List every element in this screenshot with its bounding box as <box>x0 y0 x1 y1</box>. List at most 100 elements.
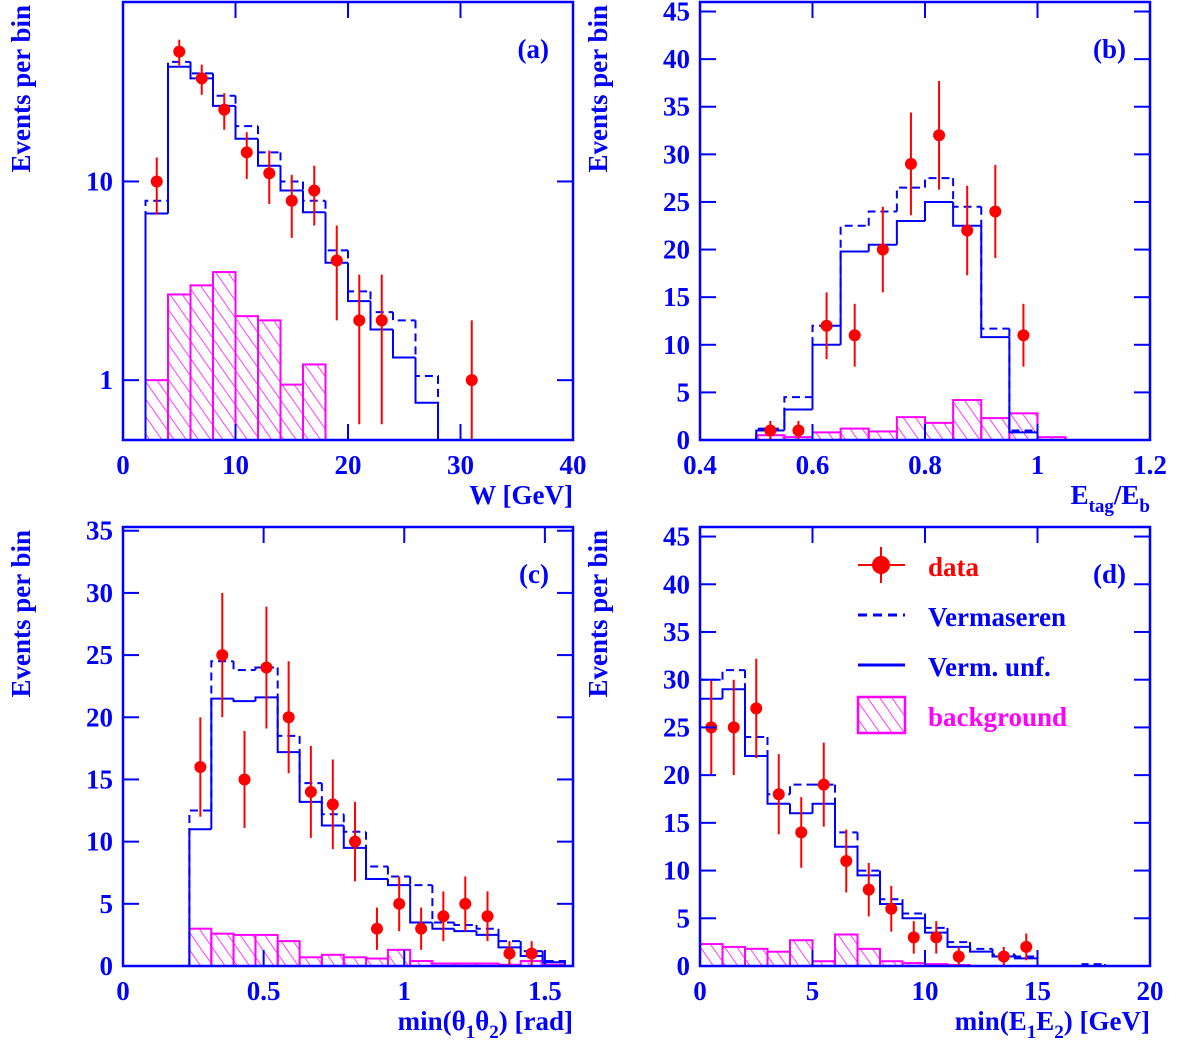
x-tick-label: 0.4 <box>683 450 717 480</box>
histogram-bin <box>369 301 393 331</box>
plot-area <box>700 658 1150 966</box>
background-bin <box>700 943 724 966</box>
histogram-bin <box>541 956 566 966</box>
x-tick-label: 5 <box>806 976 820 1006</box>
x-tick-label: 0.5 <box>247 976 281 1006</box>
histogram-bin <box>946 932 970 948</box>
histogram-bin <box>409 876 433 887</box>
x-tick-label: 0 <box>116 450 130 480</box>
background-bin <box>257 319 282 440</box>
y-tick-label: 40 <box>663 44 690 74</box>
histogram-bin <box>789 803 813 815</box>
panel: 0 5 10 15 20 25 30 35 40 45 0 5 10 15 20 Events per bin… <box>583 522 1164 1043</box>
histogram-bin <box>409 885 433 924</box>
data-point <box>961 224 974 237</box>
background-bin <box>839 427 870 440</box>
background-bin <box>254 933 279 966</box>
histogram-bin <box>431 922 455 930</box>
legend-label: Vermaseren <box>928 602 1066 632</box>
data-point <box>260 661 273 674</box>
histogram-bin <box>188 809 212 966</box>
data-point <box>326 798 339 811</box>
data-point <box>817 778 830 791</box>
data-point <box>876 243 889 256</box>
panel-label: (b) <box>1093 34 1126 64</box>
histogram-bin <box>783 396 813 429</box>
histogram-bin <box>867 243 897 252</box>
data-point <box>150 175 163 188</box>
background-bin <box>867 430 898 440</box>
x-tick-label: 1 <box>1031 450 1045 480</box>
legend-marker <box>872 556 890 574</box>
background-bin <box>276 940 301 966</box>
x-axis-label-part: tag <box>1089 496 1115 517</box>
frame <box>121 525 575 968</box>
histogram-bin <box>497 934 521 949</box>
y-tick-label: 30 <box>86 578 113 608</box>
background-bin <box>721 945 746 966</box>
x-tick-label: 0.8 <box>908 450 942 480</box>
data-point <box>481 910 494 923</box>
histogram-bin <box>856 846 880 877</box>
histogram-bin <box>834 803 858 848</box>
background-bin <box>144 379 169 440</box>
panel: 0 5 10 15 20 25 30 35 0 0.5 1 1.5 Events per bin min(… <box>6 516 575 1043</box>
histogram-bin <box>811 324 841 398</box>
data-point <box>848 329 861 342</box>
x-axis-label-part: E <box>1071 480 1089 510</box>
background-bin <box>234 315 259 440</box>
histogram-bin <box>952 201 982 227</box>
data-point <box>862 883 875 896</box>
x-axis-label-part: 1 <box>466 1022 476 1043</box>
data-point <box>370 922 383 935</box>
histogram-bin <box>980 225 1010 339</box>
histogram-bin <box>342 825 366 849</box>
background-bin <box>279 383 304 440</box>
data-point <box>989 205 1002 218</box>
background-bin <box>189 284 214 440</box>
histogram-bin <box>901 903 925 920</box>
x-axis-label-part: θ <box>475 1006 489 1036</box>
x-tick-label: 1.5 <box>528 976 562 1006</box>
x-axis-label-part: min(E <box>955 1006 1027 1036</box>
histogram-bin <box>721 669 745 680</box>
y-tick-label: 5 <box>677 903 691 933</box>
histogram-bin <box>320 801 344 827</box>
background-bin <box>320 953 345 966</box>
background-bin <box>167 293 192 440</box>
histogram-bin <box>365 831 388 868</box>
histogram-bin <box>1008 337 1038 434</box>
histogram-bin <box>257 138 281 167</box>
x-axis-label: Etag/Eb <box>1071 480 1150 517</box>
x-axis-label-part: min(θ <box>398 1006 466 1036</box>
y-tick-label: 10 <box>86 827 113 857</box>
y-tick-label: 20 <box>663 235 690 265</box>
data-point <box>375 314 388 327</box>
background-bin <box>212 271 237 440</box>
histogram-bin <box>386 878 411 887</box>
background-bin <box>895 416 926 440</box>
y-tick-label: 25 <box>663 187 690 217</box>
histogram-bin <box>946 927 970 944</box>
histogram-bin <box>234 95 258 128</box>
x-axis-label: W [GeV] <box>469 480 573 510</box>
y-tick-label: 35 <box>86 516 113 546</box>
x-axis-label-part: /E <box>1113 480 1140 510</box>
histogram-bin <box>392 329 416 359</box>
y-tick-label: 30 <box>663 139 690 169</box>
histogram-bin <box>276 697 300 754</box>
data-point <box>240 146 253 159</box>
y-tick-label: 10 <box>86 166 113 196</box>
data-point <box>525 947 538 960</box>
histogram-bin <box>879 875 903 905</box>
background-bin <box>298 956 323 966</box>
x-tick-label: 40 <box>560 450 587 480</box>
histogram-bin <box>302 190 326 214</box>
histogram-bin <box>700 697 723 966</box>
data-point <box>282 711 295 724</box>
data-point <box>349 835 362 848</box>
data-point <box>304 785 317 798</box>
x-tick-label: 20 <box>1137 976 1164 1006</box>
histogram-bin <box>519 941 543 953</box>
